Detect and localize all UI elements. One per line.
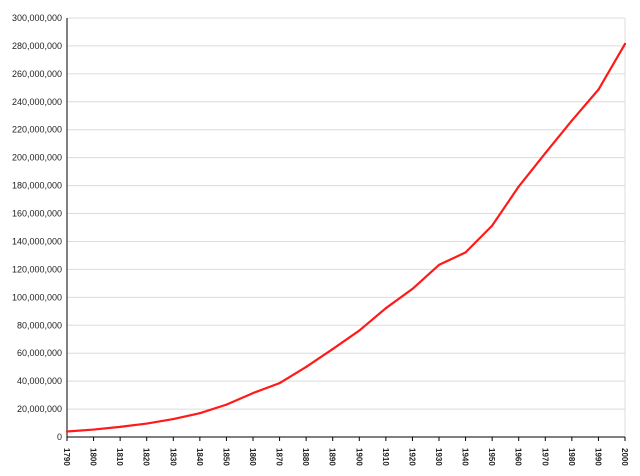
data-point — [544, 152, 547, 155]
data-point — [411, 287, 414, 291]
x-tick-label: 1980 — [567, 448, 576, 466]
x-tick-label: 1890 — [328, 448, 337, 466]
data-point — [278, 382, 281, 385]
series-line — [65, 42, 627, 433]
data-point — [331, 347, 334, 351]
data-point — [517, 185, 520, 188]
y-tick-label: 280,000,000 — [12, 41, 62, 51]
data-point — [172, 417, 175, 421]
x-tick-label: 1870 — [275, 448, 284, 466]
data-point — [464, 251, 467, 254]
x-tick-label: 1860 — [248, 448, 257, 466]
y-axis: 0 20,000,000 40,000,000 60,000,000 80,000,00… — [12, 13, 68, 442]
x-tick-label: 1930 — [434, 448, 443, 466]
y-tick-label: 120,000,000 — [12, 264, 62, 274]
y-tick-label: 300,000,000 — [12, 13, 62, 23]
x-tick-label: 1960 — [514, 448, 523, 466]
x-tick-label: 1970 — [540, 448, 549, 466]
x-tick-label: 1840 — [195, 448, 204, 466]
data-point — [623, 42, 627, 46]
data-point — [305, 365, 308, 369]
data-point — [251, 391, 255, 395]
data-point — [491, 224, 494, 227]
y-tick-label: 220,000,000 — [12, 125, 62, 135]
x-tick-label: 1900 — [354, 448, 363, 466]
data-point — [358, 329, 361, 332]
data-point — [384, 307, 387, 310]
x-tick-label: 1950 — [487, 448, 496, 466]
data-points — [65, 42, 627, 433]
data-point — [597, 88, 600, 91]
data-point — [437, 263, 441, 267]
x-tick-label: 1830 — [168, 448, 177, 466]
data-point — [119, 425, 122, 428]
data-point — [145, 422, 148, 425]
x-tick-label: 1920 — [407, 448, 416, 466]
x-tick-label: 1790 — [62, 448, 71, 466]
data-point — [65, 430, 69, 433]
x-tick-label: 1810 — [115, 448, 124, 466]
data-point — [570, 119, 573, 122]
y-tick-label: 100,000,000 — [12, 292, 62, 302]
y-tick-label: 200,000,000 — [12, 153, 62, 163]
gridlines — [67, 17, 626, 437]
x-tick-label: 1910 — [381, 448, 390, 466]
data-point — [198, 412, 201, 415]
y-tick-label: 160,000,000 — [12, 209, 62, 219]
y-tick-label: 60,000,000 — [17, 348, 62, 358]
y-tick-label: 240,000,000 — [12, 97, 62, 107]
series-layer — [65, 42, 627, 433]
data-point — [225, 403, 228, 406]
y-tick-label: 40,000,000 — [17, 376, 62, 386]
x-tick-label: 1880 — [301, 448, 310, 466]
y-tick-label: 80,000,000 — [17, 320, 62, 330]
x-tick-label: 1990 — [593, 448, 602, 466]
x-tick-label: 1820 — [142, 448, 151, 466]
data-point — [92, 428, 95, 431]
x-tick-label: 2000 — [620, 448, 629, 466]
y-tick-label: 20,000,000 — [17, 404, 62, 414]
y-tick-label: 180,000,000 — [12, 181, 62, 191]
x-axis: 1790 1800 1810 1820 1830 1840 1850 1860 1870 1880… — [62, 436, 629, 466]
y-tick-label: 0 — [57, 432, 62, 442]
x-tick-label: 1940 — [461, 448, 470, 466]
y-tick-label: 140,000,000 — [12, 236, 62, 246]
y-tick-label: 260,000,000 — [12, 69, 62, 79]
x-tick-label: 1800 — [89, 448, 98, 466]
x-tick-label: 1850 — [221, 448, 230, 466]
